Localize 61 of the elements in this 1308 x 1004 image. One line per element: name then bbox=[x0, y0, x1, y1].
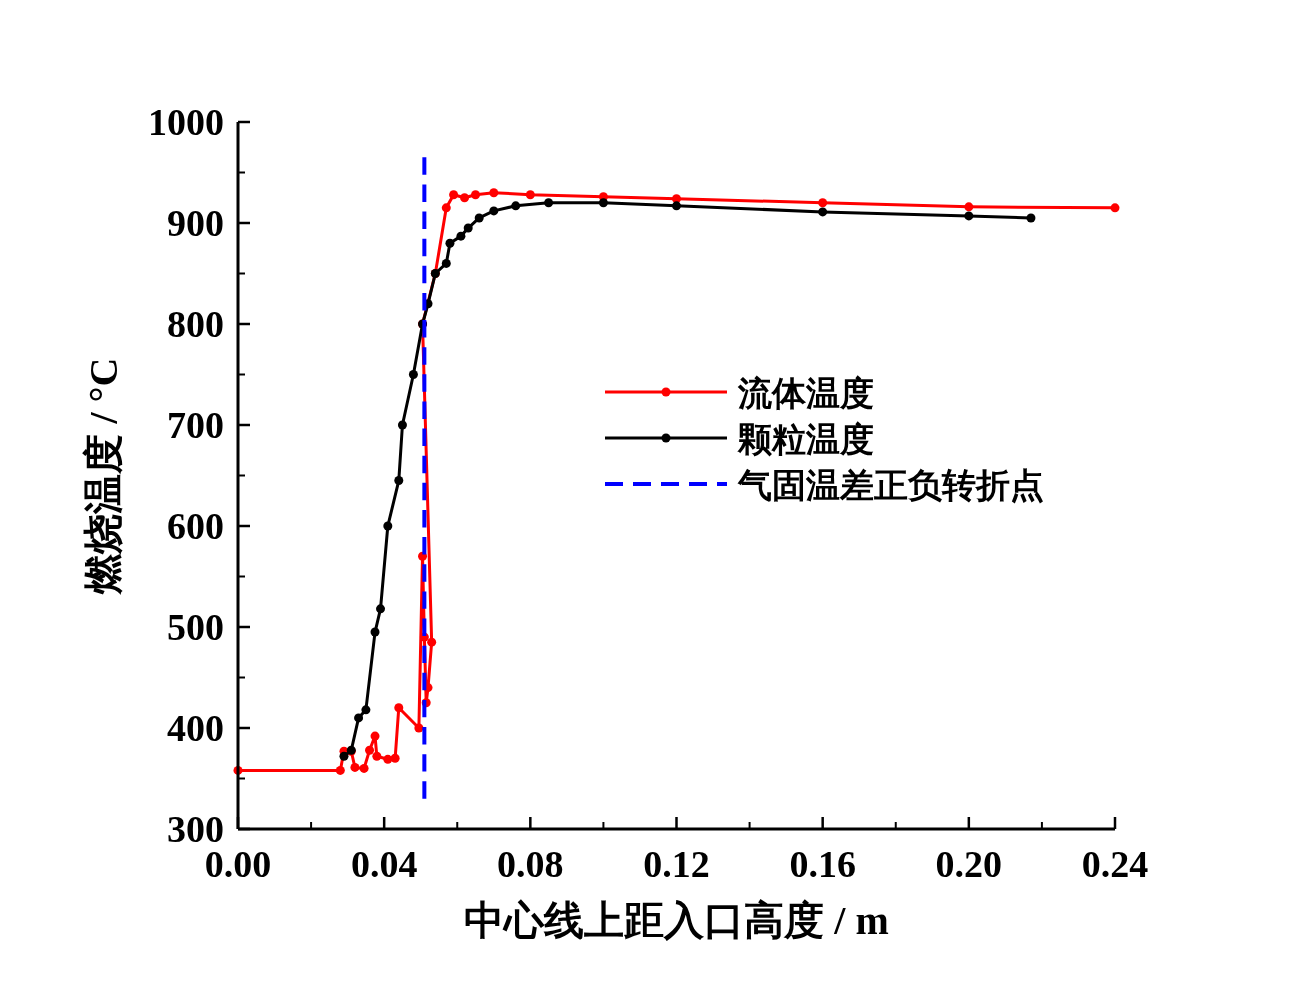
x-tick-label: 0.12 bbox=[643, 843, 710, 885]
y-axis-title: 燃烧温度 / °C bbox=[81, 357, 126, 595]
point bbox=[471, 190, 481, 200]
point bbox=[370, 731, 380, 741]
point bbox=[359, 763, 369, 773]
point bbox=[460, 193, 470, 203]
point bbox=[397, 420, 407, 430]
y-tick-label: 1000 bbox=[148, 101, 224, 143]
point bbox=[818, 198, 828, 208]
point bbox=[463, 223, 473, 233]
point bbox=[376, 604, 386, 614]
point bbox=[414, 723, 424, 733]
x-tick-label: 0.16 bbox=[789, 843, 856, 885]
x-tick-label: 0.04 bbox=[350, 843, 418, 885]
point bbox=[390, 753, 400, 763]
y-tick-label: 800 bbox=[167, 303, 224, 345]
point bbox=[489, 188, 499, 198]
point bbox=[394, 703, 404, 713]
point bbox=[372, 751, 382, 761]
x-axis-title: 中心线上距入口高度 / m bbox=[464, 898, 889, 943]
legend-label: 气固温差正负转折点 bbox=[737, 467, 1044, 504]
point bbox=[383, 521, 393, 531]
point bbox=[964, 202, 974, 212]
point bbox=[339, 751, 349, 761]
x-tick-label: 0.20 bbox=[935, 843, 1003, 885]
point bbox=[456, 231, 466, 241]
legend-label: 流体温度 bbox=[737, 375, 874, 412]
point bbox=[383, 754, 393, 764]
point bbox=[365, 745, 375, 755]
point bbox=[525, 190, 535, 200]
point bbox=[427, 637, 437, 647]
y-tick-label: 500 bbox=[167, 606, 224, 648]
y-tick-label: 600 bbox=[167, 505, 224, 547]
point bbox=[361, 705, 371, 715]
point bbox=[370, 627, 380, 637]
point bbox=[441, 203, 451, 213]
point bbox=[474, 213, 484, 223]
point bbox=[818, 207, 828, 217]
point bbox=[350, 762, 360, 772]
point bbox=[489, 206, 499, 216]
point bbox=[672, 201, 681, 211]
point bbox=[408, 370, 418, 379]
point bbox=[964, 211, 974, 221]
x-tick-label: 0.24 bbox=[1081, 843, 1149, 885]
point bbox=[354, 713, 364, 723]
y-tick-label: 700 bbox=[167, 404, 224, 446]
point bbox=[544, 198, 554, 208]
point bbox=[445, 238, 455, 248]
y-tick-label: 900 bbox=[167, 202, 224, 244]
point bbox=[672, 194, 681, 204]
point bbox=[1110, 203, 1120, 213]
y-tick-label: 400 bbox=[167, 707, 224, 749]
point bbox=[441, 258, 451, 268]
legend-label: 颗粒温度 bbox=[737, 421, 874, 458]
point bbox=[598, 198, 608, 208]
x-tick-label: 0.08 bbox=[497, 843, 564, 885]
point bbox=[335, 765, 345, 775]
point bbox=[511, 201, 521, 211]
point bbox=[394, 476, 404, 486]
point bbox=[1026, 213, 1036, 223]
point bbox=[449, 190, 459, 200]
